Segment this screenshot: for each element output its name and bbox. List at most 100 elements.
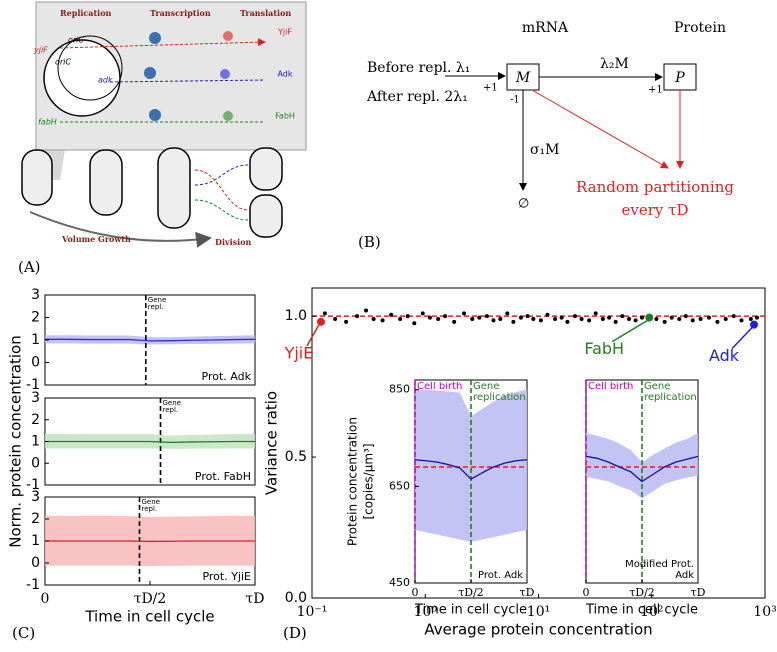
highlight-label: YjiE bbox=[284, 343, 314, 362]
ribosome-icon bbox=[223, 31, 233, 41]
species-label: P bbox=[674, 70, 685, 86]
event-label: Gene replication bbox=[473, 382, 526, 403]
y-tick-label: 2 bbox=[31, 511, 40, 527]
point bbox=[654, 317, 659, 321]
plot-area bbox=[45, 335, 255, 345]
point bbox=[389, 312, 394, 317]
gene-label: fabH bbox=[38, 118, 57, 127]
protein-label: YjiF bbox=[277, 28, 292, 37]
y-tick-label: -1 bbox=[26, 477, 40, 493]
y-axis-label: [copies/μm³] bbox=[362, 443, 376, 519]
y-tick-label: 3 bbox=[31, 287, 40, 303]
species-label: M bbox=[515, 70, 531, 86]
x-tick-label: τD bbox=[246, 591, 265, 607]
series-label: Modified Prot. Adk bbox=[625, 559, 694, 581]
band bbox=[45, 335, 255, 345]
highlight-arrow bbox=[611, 319, 648, 343]
x-axis-label: Time in cell cycle bbox=[84, 608, 214, 626]
y-tick-label: 650 bbox=[389, 479, 410, 492]
point bbox=[322, 311, 327, 316]
x-axis-label: Average protein concentration bbox=[424, 621, 652, 639]
protein-label: FabH bbox=[275, 112, 295, 121]
point bbox=[484, 314, 489, 319]
point bbox=[491, 318, 496, 323]
event-label: Cell birth bbox=[417, 382, 463, 392]
event-label-box: Gene replication bbox=[473, 382, 526, 403]
series-label-box: Prot. Adk bbox=[202, 371, 251, 383]
y-tick-label: -1 bbox=[26, 577, 40, 593]
gene-label: yjiF bbox=[33, 46, 48, 55]
series-label-box: Prot. FabH bbox=[195, 471, 251, 483]
point bbox=[538, 318, 543, 323]
mean-line bbox=[45, 440, 255, 444]
y-tick-label: 2 bbox=[31, 412, 40, 428]
input-label: After repl. 2λ₁ bbox=[366, 89, 468, 105]
polymerase-icon bbox=[144, 67, 156, 79]
y-tick-label: 1.0 bbox=[285, 308, 307, 324]
highlight-arrow bbox=[306, 324, 320, 347]
panel-label: (A) bbox=[18, 258, 41, 276]
protein-label: Adk bbox=[277, 70, 292, 79]
highlight-point bbox=[645, 313, 654, 322]
point bbox=[565, 319, 570, 324]
series-label: Prot. YjiE bbox=[202, 570, 251, 583]
event-label-box: Gene repl. bbox=[147, 297, 167, 312]
x-tick-label: 10⁰ bbox=[414, 604, 438, 620]
point bbox=[498, 317, 503, 321]
point bbox=[443, 314, 448, 319]
rate-label: σ₁M bbox=[530, 142, 560, 158]
point bbox=[505, 311, 510, 316]
point bbox=[731, 314, 736, 319]
x-tick-label: 10³ bbox=[753, 604, 776, 620]
point bbox=[371, 317, 376, 321]
point bbox=[748, 317, 753, 321]
sink-label: ∅ bbox=[518, 197, 529, 212]
point bbox=[420, 311, 425, 316]
x-tick-label: 10² bbox=[640, 604, 663, 620]
event-label: Gene replication bbox=[644, 382, 697, 403]
plot-area bbox=[586, 433, 698, 499]
y-tick-label: 3 bbox=[31, 489, 40, 505]
species-box bbox=[663, 63, 697, 91]
point bbox=[531, 317, 536, 321]
panel-b: mRNA Protein Before repl. λ₁ After repl.… bbox=[366, 20, 734, 219]
mean-line bbox=[45, 338, 256, 342]
stage-label: Translation bbox=[240, 8, 291, 18]
y-tick-label: 0.0 bbox=[285, 590, 307, 606]
cell bbox=[89, 149, 123, 216]
event-label: Gene repl. bbox=[147, 297, 167, 312]
point bbox=[412, 321, 417, 326]
y-tick-label: 3 bbox=[31, 390, 40, 406]
panel-label: (D) bbox=[283, 624, 307, 642]
y-tick-label: 1 bbox=[31, 533, 40, 549]
point bbox=[333, 317, 338, 321]
event-label-box: Gene repl. bbox=[142, 499, 160, 513]
event-label-box: Gene repl. bbox=[163, 400, 181, 414]
partition-arrow bbox=[531, 89, 669, 169]
point bbox=[579, 317, 584, 321]
point bbox=[620, 314, 625, 319]
rate-label: λ₂M bbox=[600, 56, 629, 72]
y-tick-label: 0 bbox=[31, 555, 40, 571]
x-tick-label: 0 bbox=[412, 586, 419, 599]
species-box bbox=[506, 63, 540, 91]
x-tick-label: τD/2 bbox=[134, 591, 167, 607]
ori-label: oriC bbox=[55, 58, 71, 67]
y-tick-label: 1 bbox=[31, 332, 40, 348]
highlight-label: Adk bbox=[709, 346, 740, 365]
point bbox=[398, 317, 403, 321]
partition-arrow bbox=[194, 164, 249, 186]
flow-arrow bbox=[59, 38, 266, 49]
column-header: Protein bbox=[674, 20, 726, 36]
ori-label: oriC bbox=[68, 36, 84, 45]
point bbox=[715, 319, 720, 324]
point bbox=[593, 311, 598, 316]
band bbox=[415, 389, 527, 542]
x-axis-label: Time in cell cycle bbox=[585, 603, 698, 618]
cell bbox=[21, 149, 53, 206]
mean-line bbox=[414, 459, 528, 480]
ribosome-icon bbox=[223, 111, 233, 121]
point bbox=[427, 315, 432, 320]
